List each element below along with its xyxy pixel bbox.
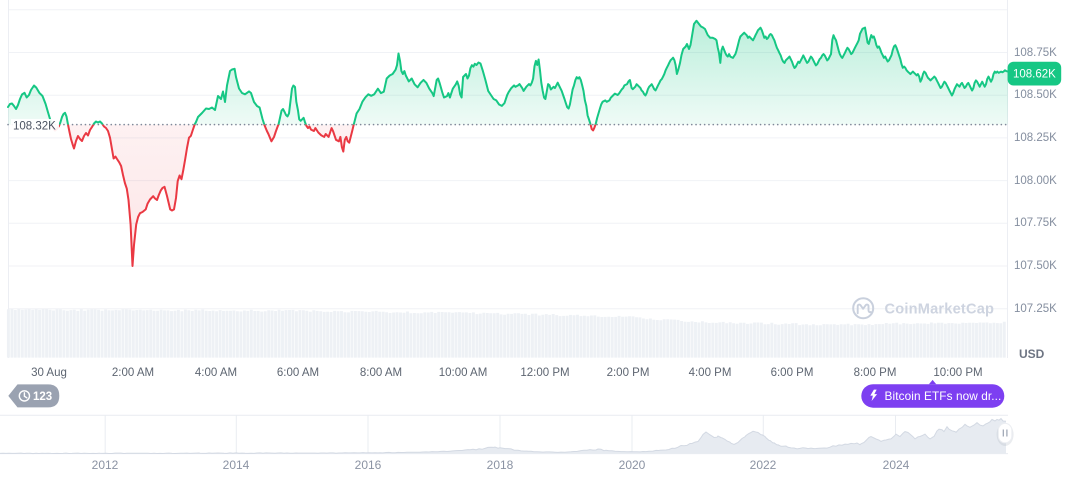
svg-text:123: 123 xyxy=(33,391,52,403)
svg-text:108.62K: 108.62K xyxy=(1013,69,1056,81)
svg-text:Bitcoin ETFs now dr...: Bitcoin ETFs now dr... xyxy=(885,389,1002,403)
svg-text:108.32K: 108.32K xyxy=(13,121,56,133)
svg-text:CoinMarketCap: CoinMarketCap xyxy=(885,301,995,317)
